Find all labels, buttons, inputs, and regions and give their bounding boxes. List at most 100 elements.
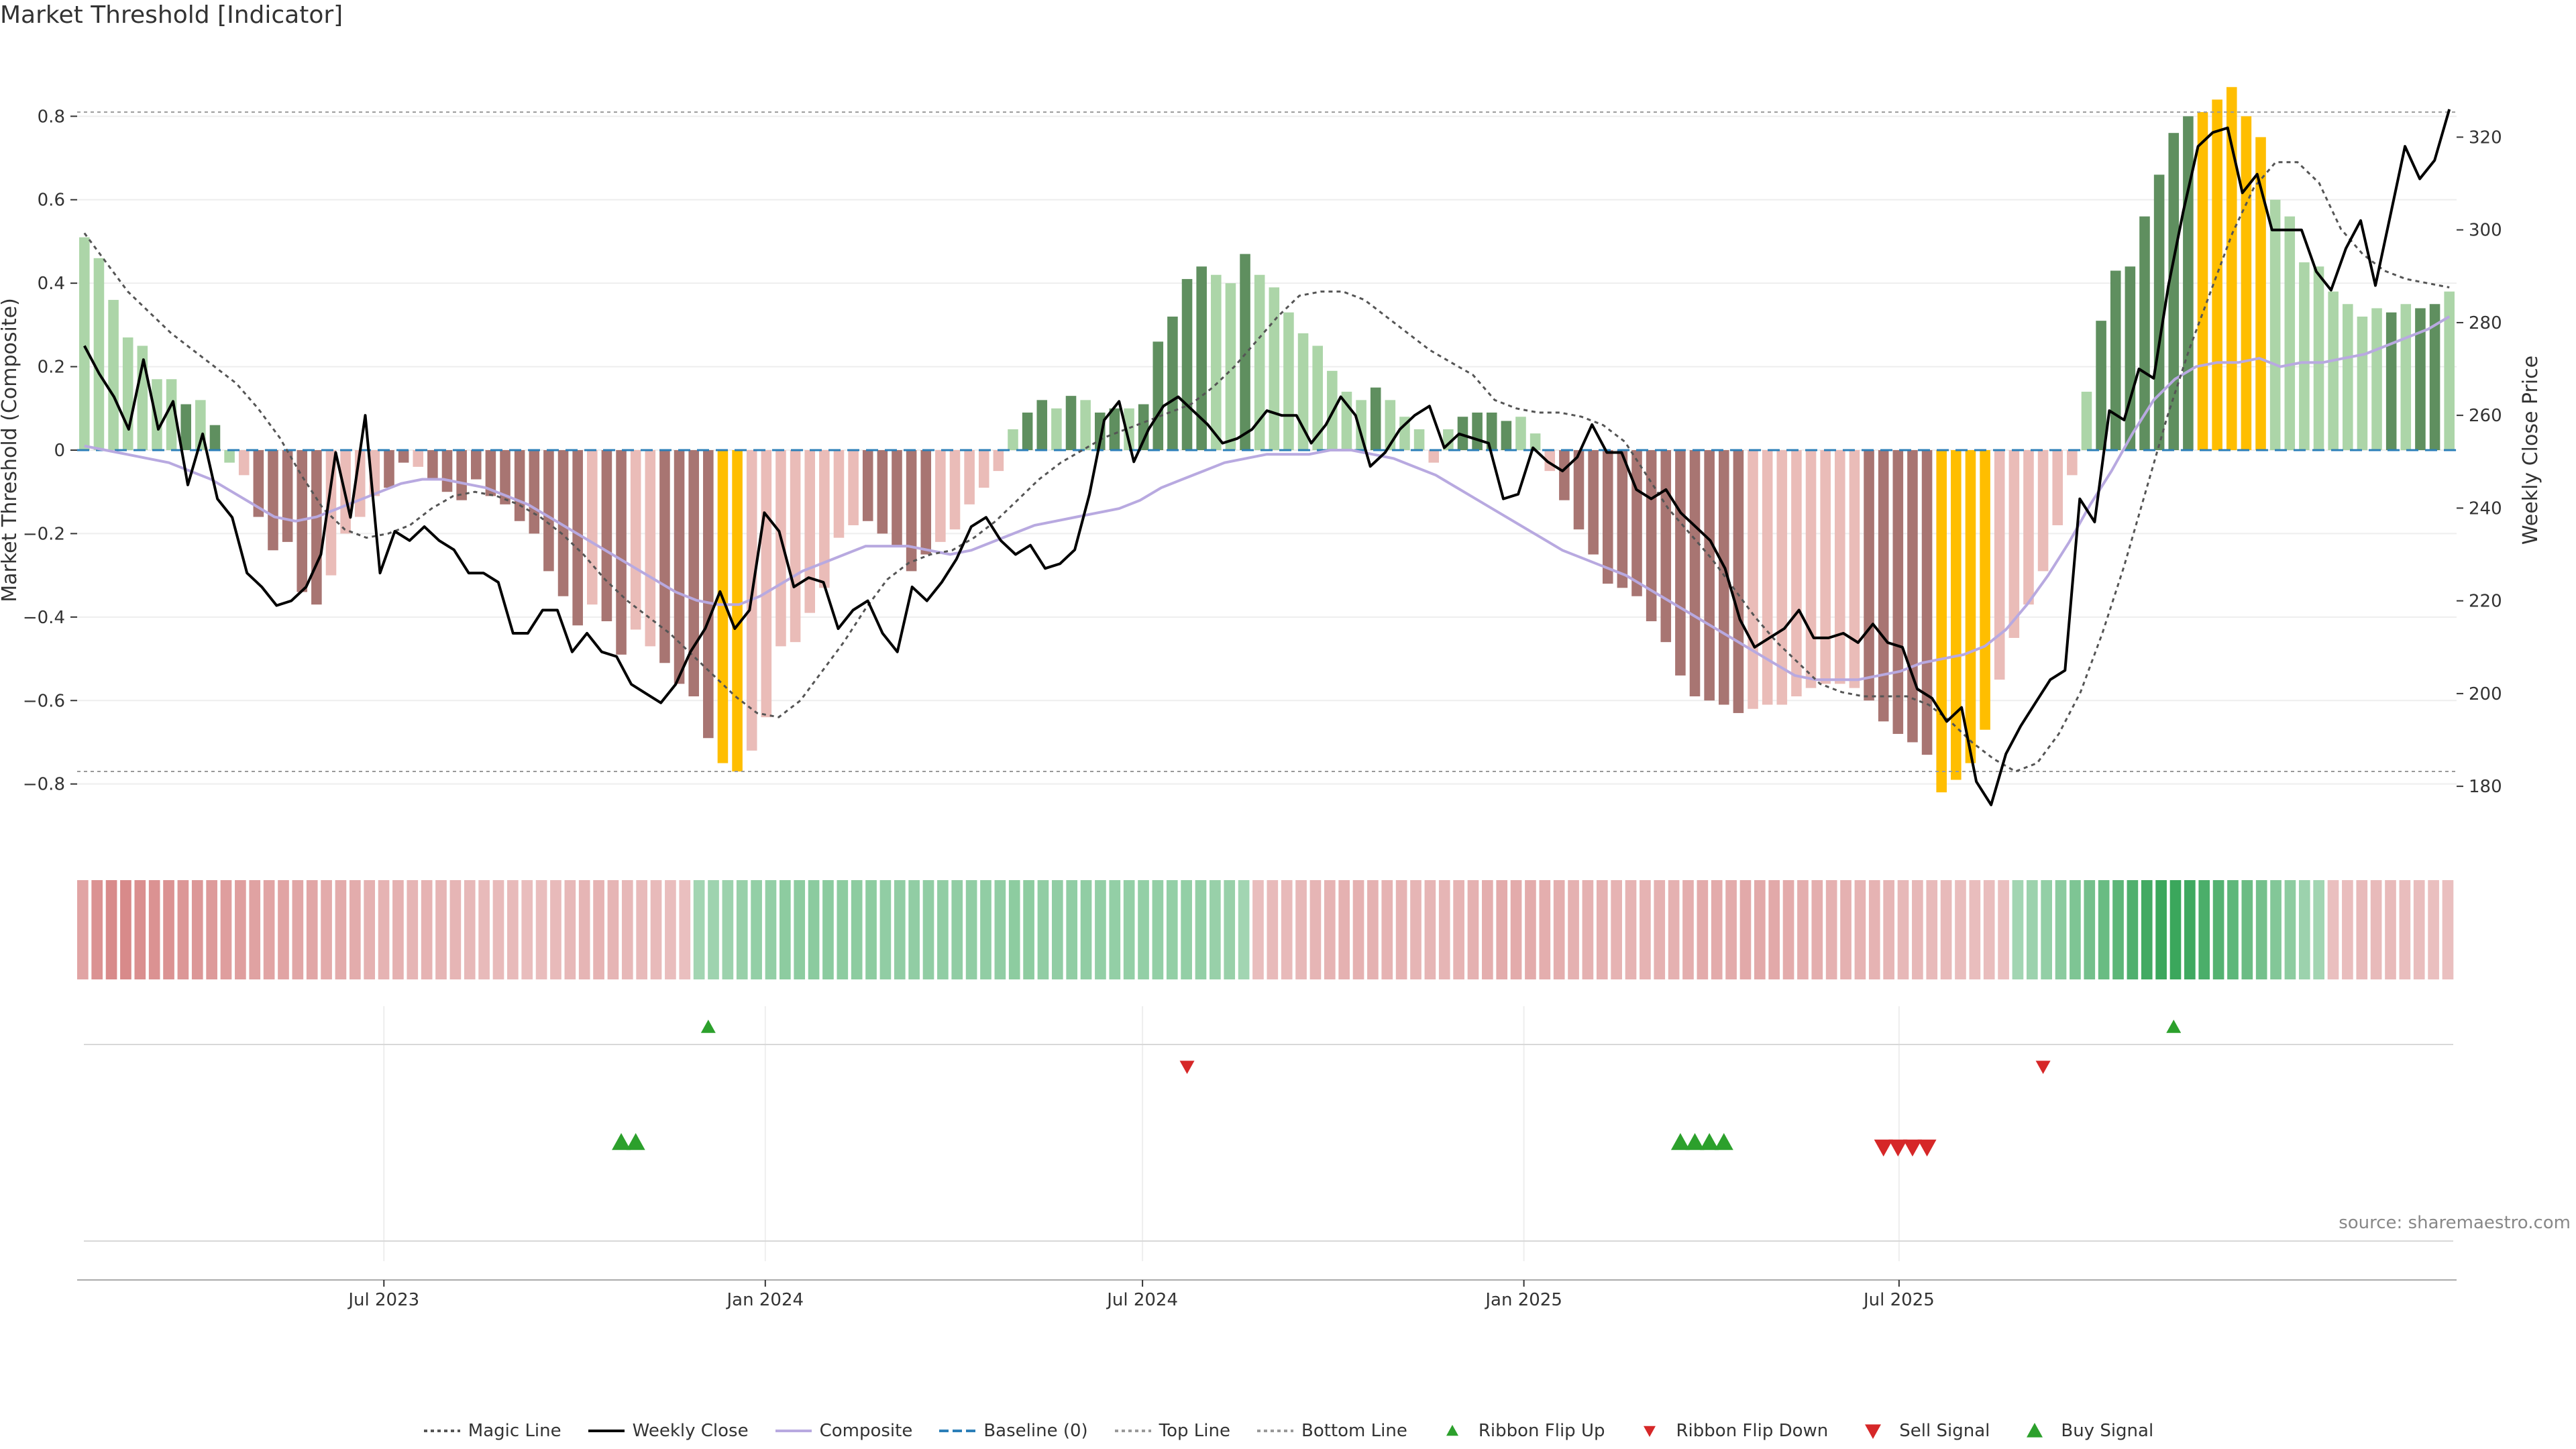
composite-bar bbox=[238, 450, 250, 476]
composite-bar bbox=[1486, 413, 1497, 450]
chart-legend: Magic Line Weekly Close Composite Baseline … bbox=[0, 1421, 2576, 1441]
ribbon-cell bbox=[879, 880, 892, 979]
legend-label: Composite bbox=[819, 1421, 913, 1441]
composite-bar bbox=[2343, 304, 2353, 450]
composite-bar bbox=[2183, 116, 2194, 450]
ribbon-cell bbox=[593, 880, 604, 979]
ribbon-cell bbox=[1840, 880, 1851, 979]
left-tick-label: −0.4 bbox=[23, 608, 65, 628]
ribbon-cell bbox=[578, 880, 590, 979]
composite-bar bbox=[470, 450, 482, 480]
composite-bar bbox=[572, 450, 583, 626]
legend-item: Ribbon Flip Down bbox=[1630, 1421, 1828, 1441]
ribbon-cell bbox=[1582, 880, 1594, 979]
ribbon-cell bbox=[2112, 880, 2124, 979]
composite-bar bbox=[1152, 341, 1164, 450]
ribbon-cell bbox=[1668, 880, 1680, 979]
legend-item: Bottom Line bbox=[1256, 1421, 1407, 1441]
composite-bar bbox=[1994, 450, 2005, 680]
legend-swatch-icon bbox=[1446, 1425, 1458, 1436]
ribbon-cell bbox=[1438, 880, 1450, 979]
ribbon-cell bbox=[794, 880, 806, 979]
composite-bar bbox=[1951, 450, 1962, 780]
ribbon-cell bbox=[550, 880, 561, 979]
ribbon-cell bbox=[1682, 880, 1694, 979]
ribbon-cell bbox=[1568, 880, 1579, 979]
legend-item: Buy Signal bbox=[2015, 1421, 2153, 1441]
ribbon-cell bbox=[1912, 880, 1923, 979]
buy-signal-marker bbox=[1670, 1133, 1690, 1150]
right-tick-label: 320 bbox=[2469, 127, 2502, 148]
composite-bar bbox=[978, 450, 989, 488]
ribbon-cell bbox=[564, 880, 576, 979]
composite-bar bbox=[180, 404, 191, 450]
ribbon-cell bbox=[2127, 880, 2139, 979]
legend-item: Baseline (0) bbox=[938, 1421, 1088, 1441]
ribbon-cell bbox=[1224, 880, 1236, 979]
ribbon-cell bbox=[392, 880, 404, 979]
ribbon-cell bbox=[1955, 880, 1966, 979]
ribbon-cell bbox=[435, 880, 447, 979]
ribbon-flip-down-marker bbox=[1179, 1061, 1195, 1074]
legend-item: Weekly Close bbox=[587, 1421, 749, 1441]
ribbon-cell bbox=[2155, 880, 2167, 979]
composite-bar bbox=[1588, 450, 1599, 555]
composite-bar bbox=[2429, 304, 2440, 450]
ribbon-cell bbox=[1051, 880, 1063, 979]
ribbon-cell bbox=[535, 880, 547, 979]
ribbon-flip-up-marker bbox=[700, 1020, 716, 1033]
ribbon-cell bbox=[521, 880, 533, 979]
ribbon-cell bbox=[1080, 880, 1092, 979]
legend-swatch-icon bbox=[939, 1430, 976, 1432]
composite-bar bbox=[224, 450, 235, 463]
ribbon-cell bbox=[507, 880, 519, 979]
composite-bar bbox=[2197, 112, 2208, 451]
left-tick-label: 0.6 bbox=[38, 191, 65, 211]
ribbon-cell bbox=[1252, 880, 1264, 979]
ribbon-cell bbox=[951, 880, 963, 979]
ribbon-cell bbox=[364, 880, 376, 979]
grid-layer bbox=[77, 115, 2457, 785]
ribbon-cell bbox=[1195, 880, 1207, 979]
ribbon-cell bbox=[278, 880, 289, 979]
composite-bar bbox=[1878, 450, 1889, 722]
buy-signal-marker bbox=[612, 1133, 631, 1150]
composite-bar bbox=[1559, 450, 1570, 500]
ribbon-cell bbox=[2141, 880, 2153, 979]
composite-bar bbox=[1181, 278, 1193, 450]
ribbon-cell bbox=[1697, 880, 1709, 979]
composite-bar bbox=[833, 450, 845, 538]
left-tick-label: −0.2 bbox=[23, 524, 65, 544]
ribbon-cell bbox=[306, 880, 318, 979]
legend-label: Baseline (0) bbox=[983, 1421, 1088, 1441]
ribbon-cell bbox=[1897, 880, 1909, 979]
composite-bar bbox=[1240, 254, 1250, 450]
legend-item: Ribbon Flip Up bbox=[1433, 1421, 1605, 1441]
ribbon-cell bbox=[235, 880, 246, 979]
ribbon-cell bbox=[808, 880, 820, 979]
composite-bar bbox=[2067, 450, 2078, 476]
composite-bar bbox=[964, 450, 975, 504]
composite-bar bbox=[1008, 429, 1018, 450]
composite-bar bbox=[659, 450, 670, 663]
composite-bar bbox=[441, 450, 453, 492]
composite-bar bbox=[1573, 450, 1585, 530]
ribbon-cell bbox=[134, 880, 146, 979]
composite-bar bbox=[1849, 450, 1860, 688]
composite-bar bbox=[993, 450, 1004, 472]
ribbon-cell bbox=[665, 880, 676, 979]
ribbon-cell bbox=[1109, 880, 1121, 979]
composite-bar bbox=[2313, 266, 2324, 450]
left-tick-label: −0.6 bbox=[23, 691, 65, 711]
composite-bar bbox=[2299, 262, 2310, 450]
composite-bar bbox=[1776, 450, 1788, 705]
composite-bar bbox=[1413, 429, 1425, 450]
composite-bar bbox=[1864, 450, 1874, 701]
ribbon-cell bbox=[263, 880, 275, 979]
ribbon-cell bbox=[1926, 880, 1938, 979]
composite-bar bbox=[413, 450, 424, 467]
ribbon-cell bbox=[1453, 880, 1464, 979]
composite-bar bbox=[2357, 316, 2368, 450]
legend-swatch-icon bbox=[588, 1430, 625, 1432]
composite-bar bbox=[2023, 450, 2034, 605]
